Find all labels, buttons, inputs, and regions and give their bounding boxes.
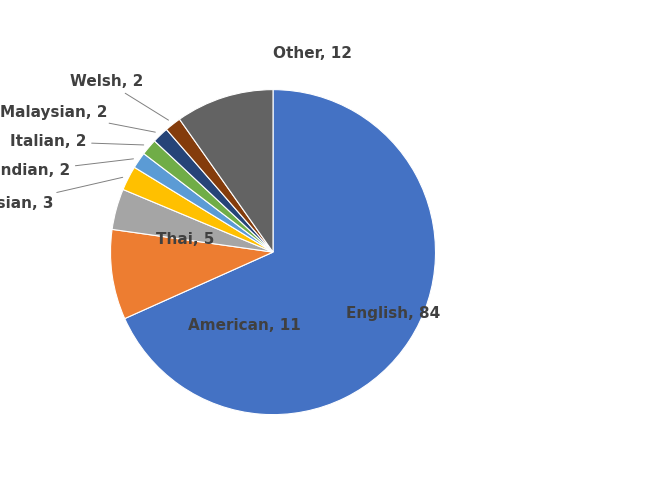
Wedge shape xyxy=(125,90,436,415)
Wedge shape xyxy=(111,229,273,319)
Wedge shape xyxy=(179,90,273,252)
Text: Other, 12: Other, 12 xyxy=(273,46,352,61)
Text: Malaysian, 2: Malaysian, 2 xyxy=(0,105,155,132)
Wedge shape xyxy=(155,129,273,252)
Text: Russian, 3: Russian, 3 xyxy=(0,177,123,211)
Wedge shape xyxy=(123,167,273,252)
Wedge shape xyxy=(112,189,273,252)
Wedge shape xyxy=(135,154,273,252)
Text: English, 84: English, 84 xyxy=(346,306,441,322)
Wedge shape xyxy=(166,119,273,252)
Text: Italian, 2: Italian, 2 xyxy=(10,134,144,149)
Text: Welsh, 2: Welsh, 2 xyxy=(70,74,168,120)
Text: American, 11: American, 11 xyxy=(188,318,301,333)
Text: Thai, 5: Thai, 5 xyxy=(156,232,214,246)
Text: Indian, 2: Indian, 2 xyxy=(0,159,133,179)
Wedge shape xyxy=(144,141,273,252)
